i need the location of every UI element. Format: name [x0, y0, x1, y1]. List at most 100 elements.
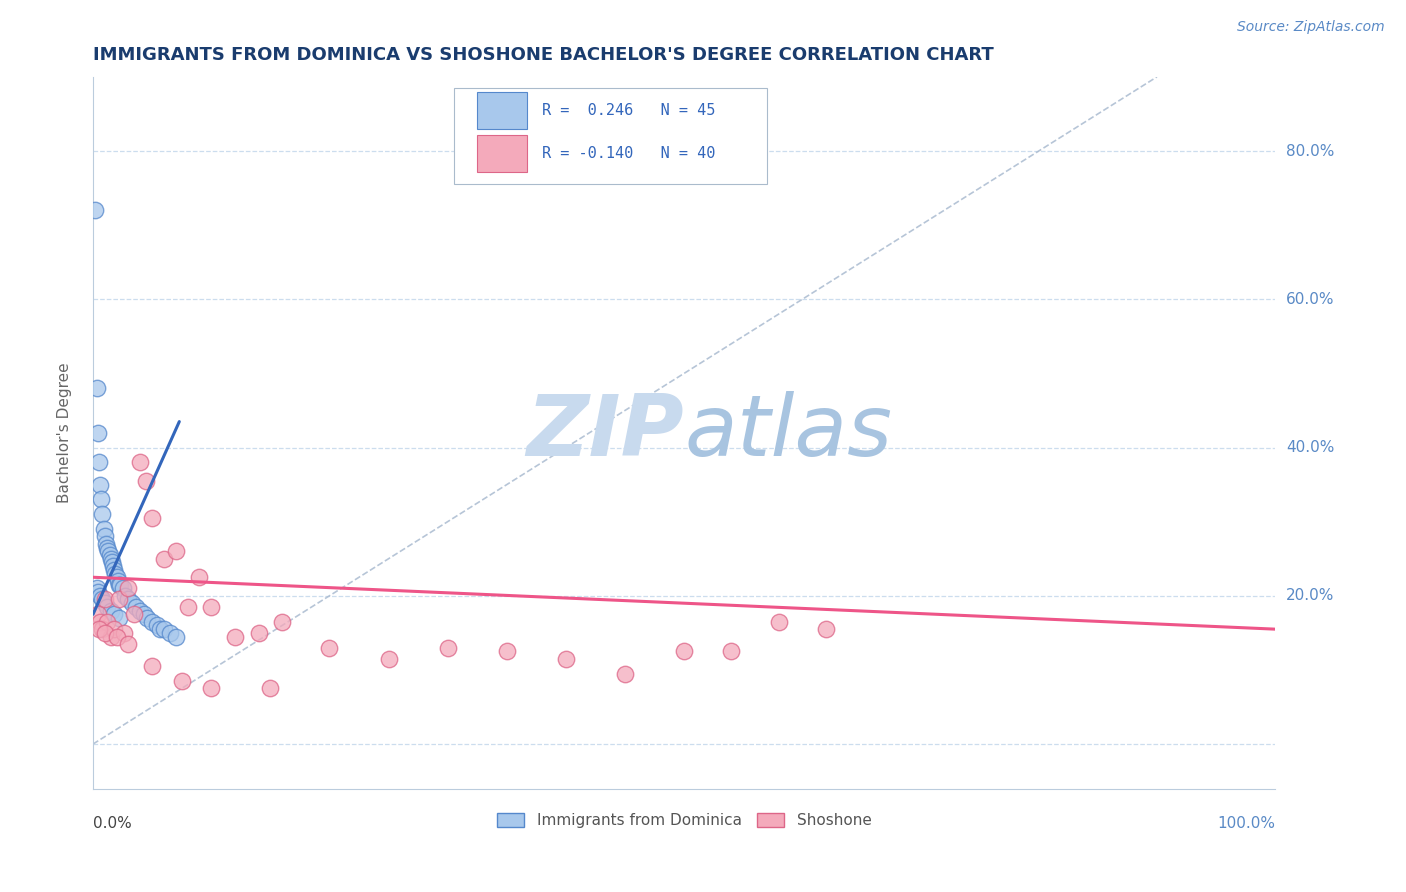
- Text: 20.0%: 20.0%: [1286, 589, 1334, 603]
- Point: [108, 611, 131, 625]
- Point: [436, 640, 458, 655]
- Point: [108, 577, 131, 591]
- Point: [170, 673, 193, 688]
- Text: 60.0%: 60.0%: [1286, 292, 1334, 307]
- Point: [224, 630, 246, 644]
- FancyBboxPatch shape: [454, 87, 766, 184]
- Point: [87, 622, 110, 636]
- Point: [87, 585, 110, 599]
- Point: [149, 622, 172, 636]
- Point: [103, 607, 125, 622]
- Point: [96, 541, 118, 555]
- Point: [93, 522, 115, 536]
- Point: [117, 582, 139, 596]
- Point: [100, 604, 122, 618]
- FancyBboxPatch shape: [477, 92, 527, 128]
- Point: [107, 574, 129, 588]
- Point: [96, 615, 118, 629]
- Point: [318, 640, 340, 655]
- Point: [101, 556, 124, 570]
- Point: [91, 508, 114, 522]
- Point: [89, 589, 111, 603]
- Point: [94, 537, 117, 551]
- Text: ZIP: ZIP: [526, 392, 685, 475]
- Point: [814, 622, 837, 636]
- Point: [121, 596, 143, 610]
- Text: atlas: atlas: [685, 392, 891, 475]
- Point: [136, 611, 159, 625]
- Point: [86, 582, 108, 596]
- Point: [96, 599, 118, 614]
- Text: 40.0%: 40.0%: [1286, 440, 1334, 455]
- Point: [98, 548, 121, 562]
- Point: [135, 474, 157, 488]
- Point: [111, 582, 134, 596]
- Point: [188, 570, 211, 584]
- Point: [247, 625, 270, 640]
- Text: 80.0%: 80.0%: [1286, 144, 1334, 159]
- Point: [103, 563, 125, 577]
- FancyBboxPatch shape: [477, 135, 527, 171]
- Point: [86, 381, 108, 395]
- Point: [176, 599, 198, 614]
- Point: [146, 618, 169, 632]
- Point: [200, 681, 222, 696]
- Point: [132, 607, 155, 622]
- Point: [129, 455, 152, 469]
- Text: R =  0.246   N = 45: R = 0.246 N = 45: [543, 103, 716, 118]
- Point: [108, 592, 131, 607]
- Text: R = -0.140   N = 40: R = -0.140 N = 40: [543, 145, 716, 161]
- Point: [159, 625, 181, 640]
- Point: [94, 592, 117, 607]
- Point: [97, 544, 120, 558]
- Point: [94, 529, 117, 543]
- Text: Source: ZipAtlas.com: Source: ZipAtlas.com: [1237, 20, 1385, 34]
- Point: [141, 615, 163, 629]
- Point: [87, 425, 110, 440]
- Point: [87, 455, 110, 469]
- Legend: Immigrants from Dominica, Shoshone: Immigrants from Dominica, Shoshone: [491, 807, 877, 834]
- Point: [87, 607, 110, 622]
- Point: [100, 630, 122, 644]
- Point: [105, 570, 128, 584]
- Point: [614, 666, 637, 681]
- Point: [84, 203, 107, 218]
- Point: [141, 659, 163, 673]
- Point: [377, 652, 399, 666]
- Point: [153, 622, 176, 636]
- Point: [100, 551, 122, 566]
- Point: [495, 644, 517, 658]
- Point: [768, 615, 790, 629]
- Point: [90, 492, 112, 507]
- Point: [105, 630, 128, 644]
- Point: [89, 615, 111, 629]
- Point: [91, 622, 114, 636]
- Point: [153, 551, 176, 566]
- Point: [94, 625, 117, 640]
- Point: [103, 622, 125, 636]
- Text: IMMIGRANTS FROM DOMINICA VS SHOSHONE BACHELOR'S DEGREE CORRELATION CHART: IMMIGRANTS FROM DOMINICA VS SHOSHONE BAC…: [93, 46, 994, 64]
- Point: [124, 599, 146, 614]
- Y-axis label: Bachelor's Degree: Bachelor's Degree: [58, 362, 72, 503]
- Point: [114, 589, 136, 603]
- Point: [129, 604, 152, 618]
- Point: [271, 615, 294, 629]
- Point: [141, 511, 163, 525]
- Point: [554, 652, 576, 666]
- Point: [91, 592, 114, 607]
- Point: [165, 630, 187, 644]
- Point: [117, 637, 139, 651]
- Point: [101, 559, 124, 574]
- Text: 0.0%: 0.0%: [93, 816, 132, 831]
- Point: [259, 681, 281, 696]
- Point: [720, 644, 742, 658]
- Point: [89, 477, 111, 491]
- Text: 100.0%: 100.0%: [1218, 816, 1275, 831]
- Point: [117, 592, 139, 607]
- Point: [104, 566, 127, 581]
- Point: [673, 644, 696, 658]
- Point: [200, 599, 222, 614]
- Point: [165, 544, 187, 558]
- Point: [124, 607, 146, 622]
- Point: [94, 596, 117, 610]
